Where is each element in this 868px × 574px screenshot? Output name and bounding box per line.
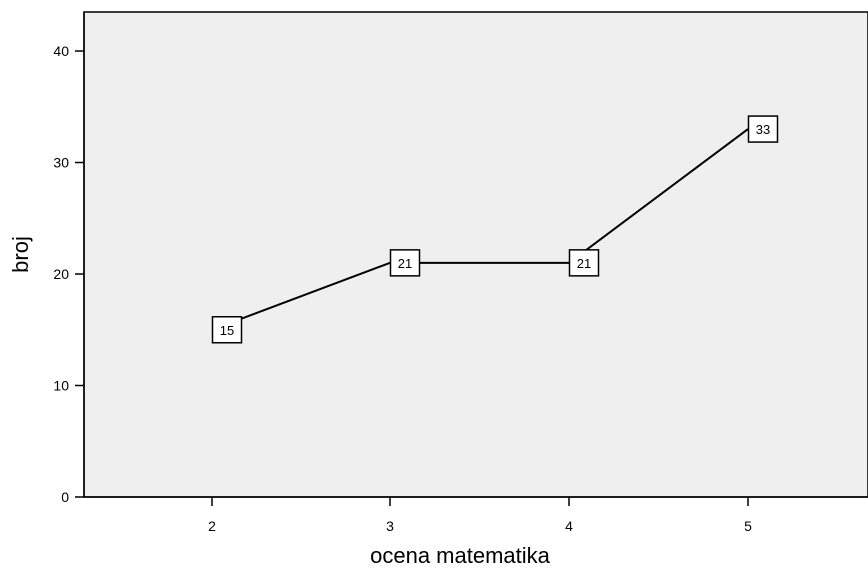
series-layer: 15 21 21 33: [211, 115, 779, 344]
y-tick-label: 40: [53, 43, 69, 59]
x-axis: 2 3 4 5: [84, 496, 868, 534]
series-line: [211, 128, 749, 331]
data-point-marker: [211, 316, 243, 344]
y-tick-label: 10: [53, 378, 69, 394]
y-tick-label: 30: [53, 155, 69, 171]
data-label: 33: [756, 122, 770, 137]
plot-area: [83, 11, 868, 498]
y-tick-label: 20: [53, 266, 69, 282]
data-point: 21: [568, 249, 600, 277]
data-point: 33: [747, 115, 779, 143]
data-point: 21: [389, 249, 421, 277]
x-axis-title: ocena matematika: [370, 543, 551, 568]
x-tick-label: 5: [744, 518, 752, 534]
data-point-marker: [568, 249, 600, 277]
data-point: 15: [211, 316, 243, 344]
y-tick-label: 0: [61, 489, 69, 505]
data-point-marker: [389, 249, 421, 277]
x-tick-label: 2: [208, 518, 216, 534]
data-label: 21: [398, 256, 412, 271]
data-label: 21: [577, 256, 591, 271]
data-label: 15: [220, 323, 234, 338]
y-axis-title: broj: [8, 236, 33, 273]
x-tick-label: 3: [386, 518, 394, 534]
data-point-marker: [747, 115, 779, 143]
y-axis: 0 10 20 30 40: [53, 12, 85, 505]
x-tick-label: 4: [565, 518, 573, 534]
